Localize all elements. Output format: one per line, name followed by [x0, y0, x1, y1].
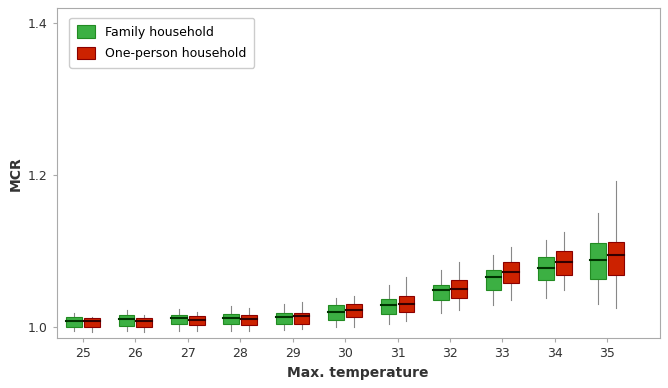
Bar	[556, 251, 572, 275]
Bar	[591, 243, 606, 279]
Bar	[66, 317, 82, 327]
X-axis label: Max. temperature: Max. temperature	[287, 365, 429, 380]
Bar	[294, 313, 309, 324]
Bar	[609, 242, 624, 275]
Bar	[224, 314, 239, 324]
Bar	[171, 315, 187, 324]
Bar	[538, 257, 554, 280]
Bar	[241, 315, 257, 325]
Bar	[504, 262, 519, 283]
Bar	[399, 296, 414, 312]
Y-axis label: MCR: MCR	[8, 156, 22, 191]
Bar	[119, 315, 134, 326]
Bar	[451, 280, 467, 298]
Bar	[136, 318, 152, 327]
Bar	[486, 270, 502, 290]
Bar	[276, 313, 292, 324]
Bar	[329, 305, 344, 320]
Bar	[433, 285, 449, 300]
Bar	[346, 304, 362, 317]
Bar	[84, 319, 100, 327]
Bar	[189, 316, 204, 325]
Legend: Family household, One-person household: Family household, One-person household	[69, 18, 255, 68]
Bar	[381, 300, 397, 314]
